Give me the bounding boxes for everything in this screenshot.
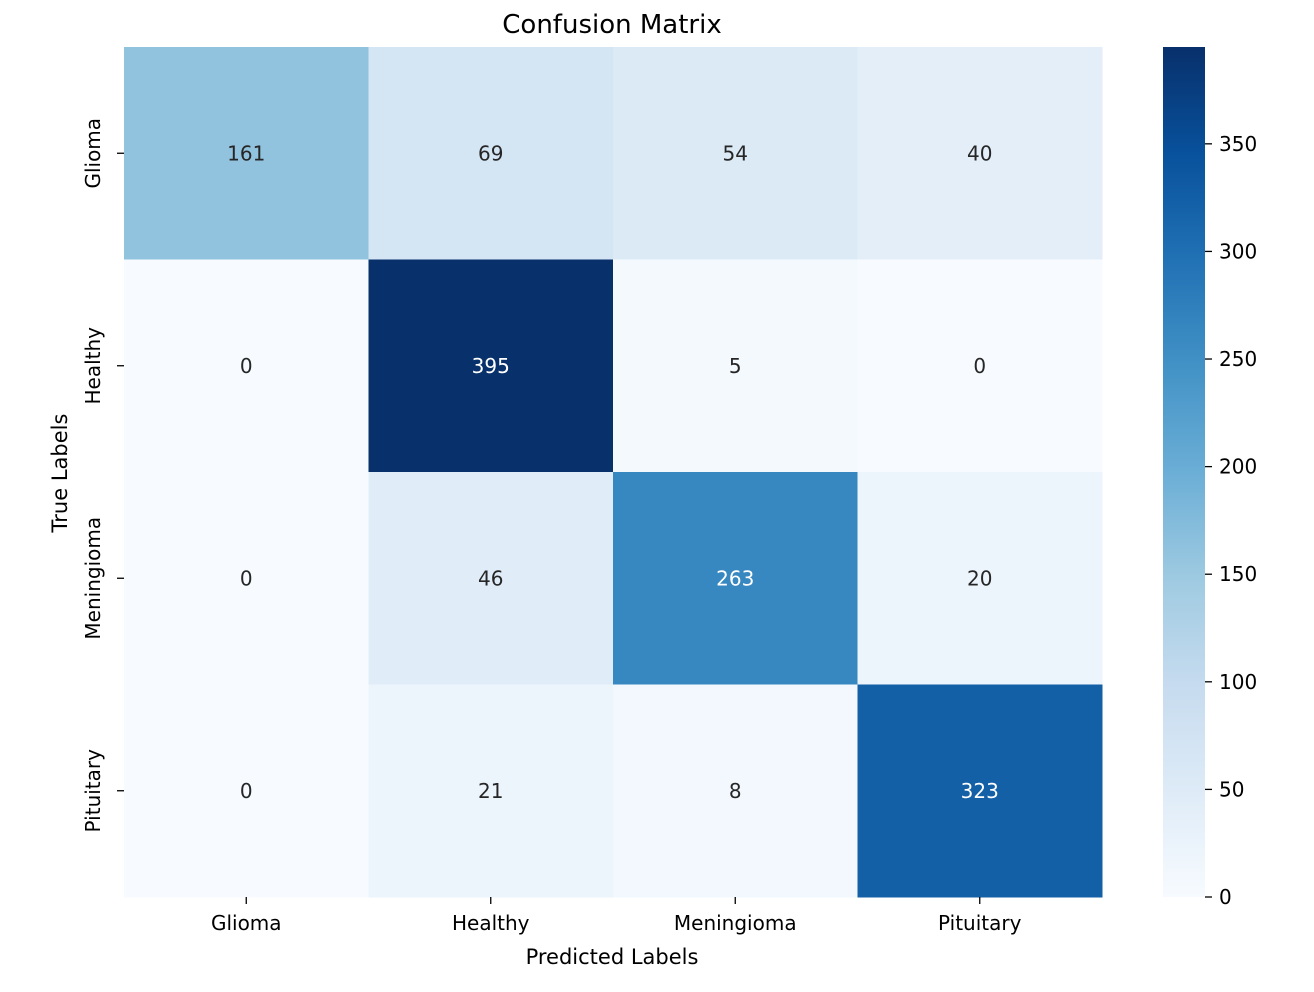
cell-value-label: 161 <box>227 141 265 165</box>
cell-value-label: 0 <box>973 354 986 378</box>
heatmap-cell <box>613 259 858 473</box>
colorbar-tick-label: 300 <box>1219 239 1257 263</box>
cell-value-label: 69 <box>478 141 503 165</box>
heatmap-cell <box>124 472 369 685</box>
cell-value-label: 0 <box>240 566 253 590</box>
y-tick-label: Meningioma <box>81 517 105 640</box>
heatmap-cell <box>857 259 1103 473</box>
x-axis-label: Predicted Labels <box>526 945 699 969</box>
cell-value-label: 21 <box>478 779 503 803</box>
x-axis: Glioma Healthy Meningioma Pituitary <box>211 897 1022 935</box>
heatmap-cell <box>613 472 858 685</box>
colorbar-tick-label: 100 <box>1219 670 1257 694</box>
cell-value-label: 54 <box>723 141 748 165</box>
heatmap-cell <box>368 47 614 260</box>
cell-value-label: 323 <box>961 779 999 803</box>
cell-value-label: 20 <box>967 566 992 590</box>
x-tick-label: Meningioma <box>674 911 797 935</box>
heatmap-cell <box>613 47 858 260</box>
x-tick-label: Pituitary <box>938 911 1022 935</box>
colorbar-tick-label: 350 <box>1219 132 1257 156</box>
cell-value-label: 0 <box>240 779 253 803</box>
colorbar: 0 50 100 150 200 250 300 350 <box>1163 47 1257 909</box>
heatmap-cell <box>124 47 369 260</box>
cell-value-label: 0 <box>240 354 253 378</box>
y-tick-label: Healthy <box>81 327 105 405</box>
heatmap-cell <box>368 684 614 898</box>
colorbar-tick-label: 50 <box>1219 777 1244 801</box>
heatmap-cells: 161 69 54 40 0 395 5 0 0 46 263 20 0 21 8 323 <box>124 47 1103 898</box>
heatmap-cell <box>857 472 1103 685</box>
chart-title: Confusion Matrix <box>502 10 721 40</box>
heatmap-cell <box>857 684 1103 898</box>
heatmap-cell <box>857 47 1103 260</box>
heatmap-cell <box>613 684 858 898</box>
colorbar-tick-label: 0 <box>1219 885 1232 909</box>
x-tick-label: Healthy <box>452 911 530 935</box>
cell-value-label: 46 <box>478 566 503 590</box>
y-axis: Glioma Healthy Meningioma Pituitary <box>81 118 124 833</box>
heatmap-cell <box>368 259 614 473</box>
colorbar-tick-label: 250 <box>1219 347 1257 371</box>
cell-value-label: 263 <box>716 566 754 590</box>
y-tick-label: Pituitary <box>81 749 105 833</box>
x-tick-label: Glioma <box>211 911 282 935</box>
cell-value-label: 40 <box>967 141 992 165</box>
colorbar-tick-label: 150 <box>1219 562 1257 586</box>
y-axis-label: True Labels <box>48 414 72 534</box>
heatmap-cell <box>124 259 369 473</box>
y-tick-label: Glioma <box>81 118 105 189</box>
cell-value-label: 8 <box>729 779 742 803</box>
heatmap-cell <box>124 684 369 898</box>
cell-value-label: 395 <box>472 354 510 378</box>
cell-value-label: 5 <box>729 354 742 378</box>
colorbar-tick-label: 200 <box>1219 455 1257 479</box>
colorbar-gradient <box>1163 47 1205 897</box>
heatmap-cell <box>368 472 614 685</box>
